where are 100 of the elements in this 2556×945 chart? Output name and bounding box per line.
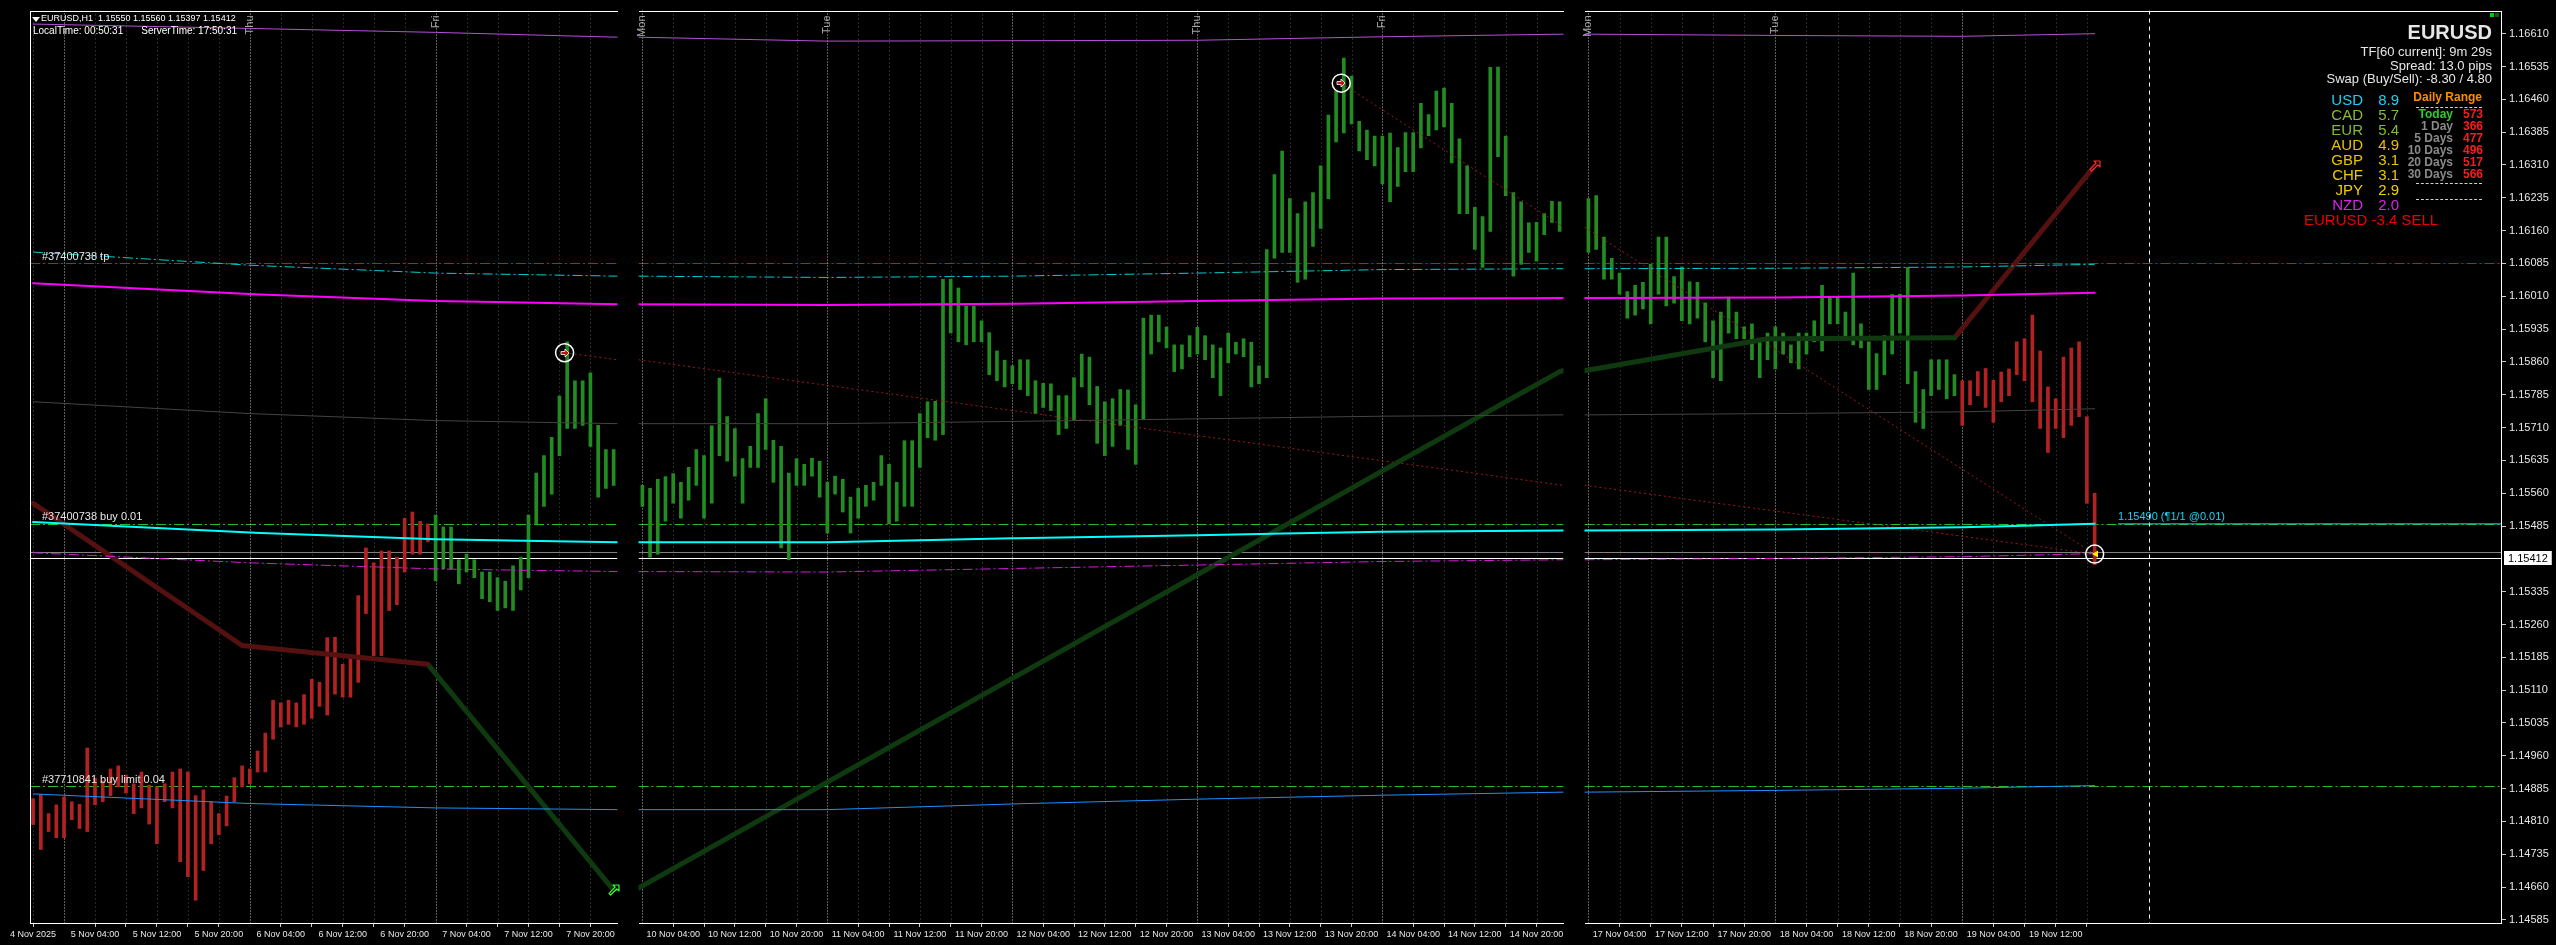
x-tick-label: 18 Nov 12:00 xyxy=(1842,928,1896,939)
x-tick-label: 10 Nov 20:00 xyxy=(769,928,824,939)
x-tick-label: 12 Nov 04:00 xyxy=(1016,928,1070,939)
y-tick-label: 1.15485 xyxy=(2509,519,2549,532)
y-tick-label: 1.15935 xyxy=(2509,322,2549,335)
ref-line-label: 1.15412 xyxy=(2508,551,2548,564)
annotation: 477 xyxy=(2462,130,2484,145)
x-tick-label: 5 Nov 20:00 xyxy=(194,928,244,939)
annotation: CHF xyxy=(2332,165,2363,183)
x-tick-label: 12 Nov 12:00 xyxy=(1078,928,1132,939)
annotation: 4.9 xyxy=(2378,135,2399,153)
x-tick-label: 7 Nov 12:00 xyxy=(504,928,553,939)
ref-line-label: #37400738 buy 0.01 xyxy=(42,510,143,523)
y-tick-label: 1.14660 xyxy=(2509,880,2549,893)
x-tick-label: 17 Nov 20:00 xyxy=(1717,928,1771,939)
y-tick-label: 1.16535 xyxy=(2509,59,2549,72)
annotation: 496 xyxy=(2462,142,2484,157)
y-tick-label: 1.16610 xyxy=(2509,26,2549,39)
y-tick-label: 1.16385 xyxy=(2509,125,2549,138)
y-tick-label: 1.15710 xyxy=(2509,420,2549,433)
x-tick-label: 7 Nov 20:00 xyxy=(566,928,615,939)
x-tick-label: 19 Nov 12:00 xyxy=(2028,928,2083,939)
annotation: 5.7 xyxy=(2378,105,2399,123)
x-tick-label: 10 Nov 04:00 xyxy=(646,928,700,939)
annotation: Swap (Buy/Sell): -8.30 / 4.80 xyxy=(2326,71,2492,87)
y-tick-label: 1.15860 xyxy=(2509,354,2549,367)
y-tick-label: 1.15260 xyxy=(2509,617,2549,630)
y-tick-label: 1.14960 xyxy=(2509,748,2549,761)
annotation: EURUSD -3.4 SELL xyxy=(2304,210,2439,228)
y-tick-label: 1.15335 xyxy=(2509,584,2549,597)
x-tick-label: 6 Nov 12:00 xyxy=(318,928,367,939)
ref-line-label: Thu xyxy=(1190,15,1203,35)
y-tick-label: 1.15560 xyxy=(2509,486,2549,499)
annotation: JPY xyxy=(2335,180,2363,198)
x-tick-label: 6 Nov 20:00 xyxy=(380,928,429,939)
y-tick-label: 1.16010 xyxy=(2509,289,2549,302)
x-tick-label: 10 Nov 12:00 xyxy=(708,928,762,939)
annotation: EUR xyxy=(2331,120,2364,138)
x-tick-label: 18 Nov 20:00 xyxy=(1904,928,1958,939)
x-tick-label: 5 Nov 04:00 xyxy=(70,928,120,939)
y-tick-label: 1.16460 xyxy=(2509,92,2549,105)
annotation: USD xyxy=(2331,90,2364,108)
annotation: GBP xyxy=(2331,150,2363,168)
x-tick-label: 11 Nov 12:00 xyxy=(893,928,947,939)
annotation: 2.0 xyxy=(2378,195,2399,213)
annotation: 366 xyxy=(2462,118,2484,133)
annotation: Today xyxy=(2418,106,2454,121)
annotation: 566 xyxy=(2462,166,2484,181)
annotation: 3.1 xyxy=(2378,165,2399,183)
y-tick-label: 1.16085 xyxy=(2509,256,2549,269)
annotation: CAD xyxy=(2331,105,2364,123)
y-tick-label: 1.15185 xyxy=(2509,650,2549,663)
ref-line-label: Mon xyxy=(635,15,648,37)
x-tick-label: 13 Nov 12:00 xyxy=(1263,928,1317,939)
ref-line-label: Mon xyxy=(1581,15,1594,37)
y-tick-label: 1.16235 xyxy=(2509,190,2549,203)
chart-title: EURUSD,H1 1.15550 1.15560 1.15397 1.15412 xyxy=(41,12,236,23)
x-tick-label: 17 Nov 04:00 xyxy=(1592,928,1647,939)
y-tick-label: 1.16310 xyxy=(2509,158,2549,171)
x-tick-label: 12 Nov 20:00 xyxy=(1139,928,1194,939)
y-tick-label: 1.16160 xyxy=(2509,223,2549,236)
x-tick-label: 13 Nov 20:00 xyxy=(1324,928,1379,939)
x-tick-label: 13 Nov 04:00 xyxy=(1201,928,1255,939)
ref-line-label: Tue xyxy=(820,15,833,35)
y-tick-label: 1.15785 xyxy=(2509,387,2549,400)
y-tick-label: 1.15110 xyxy=(2509,683,2548,696)
y-tick-label: 1.14885 xyxy=(2509,781,2549,794)
x-tick-label: 17 Nov 12:00 xyxy=(1655,928,1709,939)
x-tick-label: 7 Nov 04:00 xyxy=(442,928,491,939)
annotation: 573 xyxy=(2462,106,2484,121)
x-tick-label: 19 Nov 04:00 xyxy=(1966,928,2021,939)
annotation: 517 xyxy=(2462,154,2484,169)
ref-line-label: Fri xyxy=(428,15,441,29)
y-tick-label: 1.14585 xyxy=(2509,912,2549,925)
x-tick-label: 4 Nov 2025 xyxy=(10,928,57,939)
annotation: 3.1 xyxy=(2378,150,2399,168)
annotation: 1.15490 (¶1/1 @0.01) xyxy=(2118,510,2226,523)
annotation: EURUSD xyxy=(2407,21,2492,44)
annotation: ServerTime: 17:50:31 xyxy=(141,25,238,37)
y-tick-label: 1.15035 xyxy=(2509,716,2549,729)
x-tick-label: 14 Nov 12:00 xyxy=(1448,928,1502,939)
annotation: NZD xyxy=(2332,195,2364,213)
y-tick-label: 1.15635 xyxy=(2509,453,2549,466)
annotation: AUD xyxy=(2331,135,2364,153)
x-tick-label: 14 Nov 20:00 xyxy=(1509,928,1564,939)
annotation: 5.4 xyxy=(2378,120,2399,138)
y-tick-label: 1.14735 xyxy=(2509,847,2549,860)
ref-line-label: Thu xyxy=(242,15,255,35)
x-tick-label: 6 Nov 04:00 xyxy=(256,928,306,939)
ref-line-label: Tue xyxy=(1768,15,1781,35)
x-tick-label: 18 Nov 04:00 xyxy=(1779,928,1834,939)
ref-line-label: Fri xyxy=(1375,15,1388,29)
annotation: 8.9 xyxy=(2378,90,2399,108)
annotation: Daily Range xyxy=(2413,89,2483,104)
annotation: TF[60 current]: 9m 29s xyxy=(2360,44,2493,60)
y-tick-label: 1.14810 xyxy=(2509,814,2549,827)
x-tick-label: 5 Nov 12:00 xyxy=(132,928,182,939)
x-tick-label: 11 Nov 04:00 xyxy=(831,928,885,939)
annotation: LocalTime: 00:50:31 xyxy=(33,25,124,37)
x-tick-label: 11 Nov 20:00 xyxy=(955,928,1008,939)
